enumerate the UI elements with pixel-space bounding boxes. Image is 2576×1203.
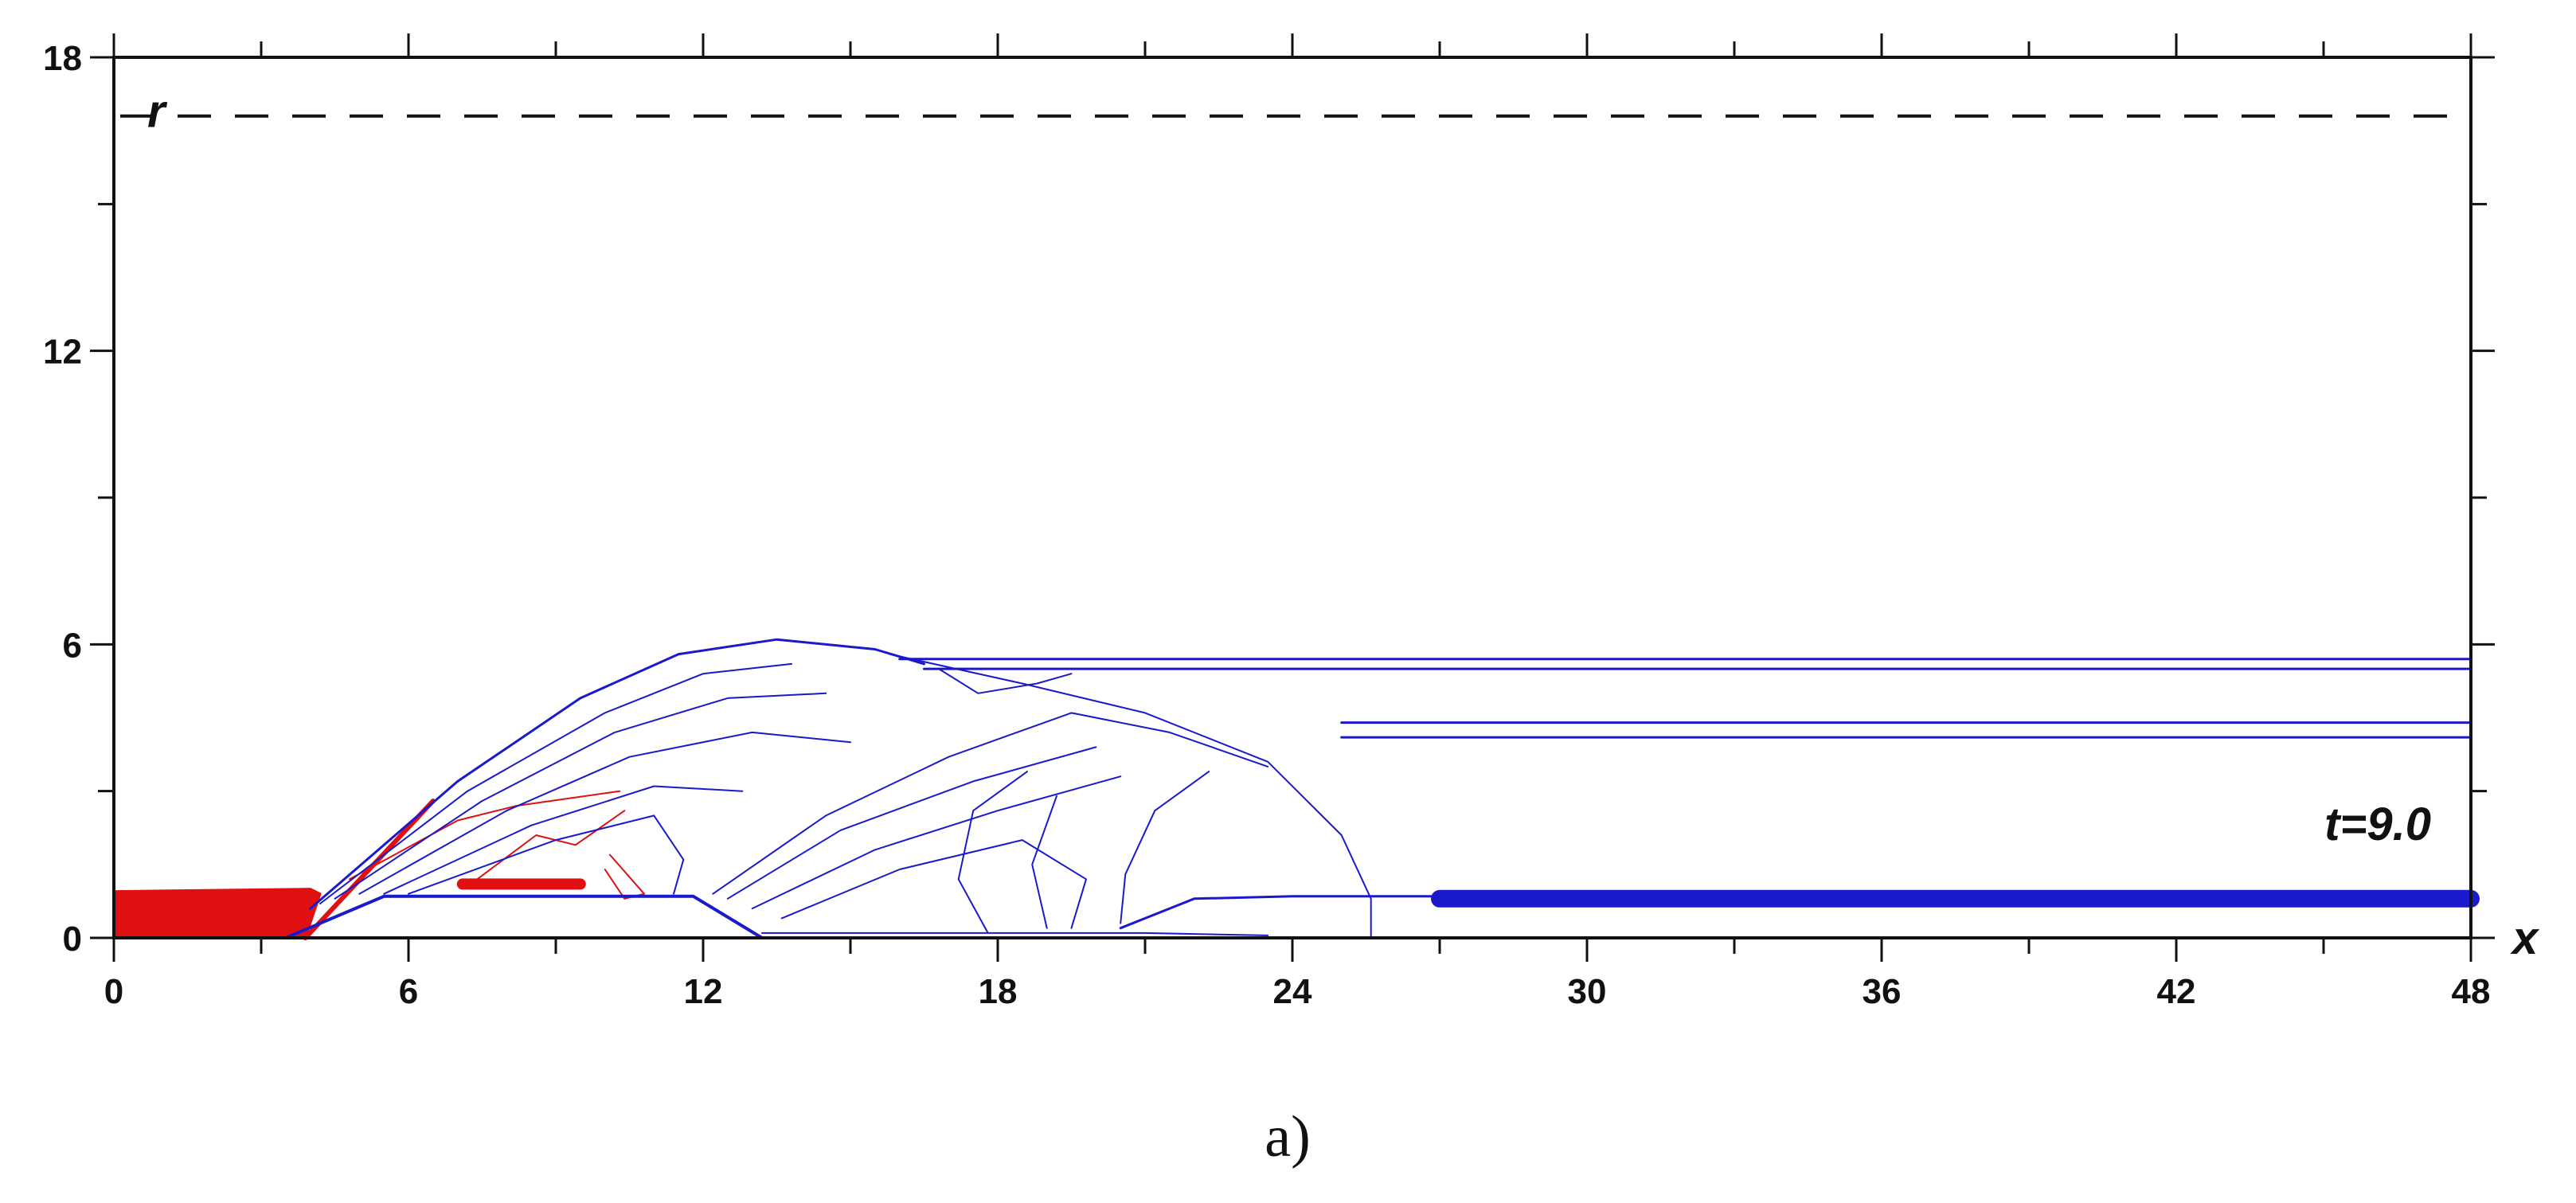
contour-stem-2 (1031, 795, 1057, 929)
x-tick-label: 36 (1863, 972, 1902, 1011)
plot-frame (112, 56, 2472, 939)
contour-fan-5 (408, 814, 685, 895)
y-tick-label: 12 (43, 333, 82, 372)
cool-contours (283, 638, 2480, 939)
contour-jet-core (112, 888, 322, 939)
axis-ticks (90, 33, 2495, 962)
y-tick-label: 6 (63, 626, 82, 665)
contour-fan-1 (319, 662, 792, 904)
contour-bubble (889, 653, 1372, 939)
x-tick-label: 30 (1568, 972, 1607, 1011)
contour-fan-2 (334, 692, 827, 900)
x-tick-label: 6 (399, 972, 418, 1011)
contour-v-notch (938, 668, 1073, 694)
tick-labels: 0 6 12 18 24 30 36 42 48 0 6 12 18 (43, 39, 2490, 1011)
contour-floor (761, 932, 1269, 936)
time-annotation: t=9.0 (2324, 799, 2431, 850)
contour-inner-2 (476, 810, 626, 881)
contour-fan-4 (383, 785, 744, 895)
contour-nozzle-edge (283, 894, 764, 939)
contour-stem-1 (957, 771, 1028, 934)
contour-mid-fan-1 (726, 746, 1097, 900)
y-tick-label: 0 (63, 920, 82, 959)
contour-loop (604, 853, 645, 900)
contour-mid-shock (712, 712, 1269, 895)
x-tick-label: 24 (1273, 972, 1312, 1011)
x-tick-label: 18 (979, 972, 1018, 1011)
x-tick-label: 12 (684, 972, 723, 1011)
x-tick-label: 0 (104, 972, 123, 1011)
hot-contours (112, 790, 645, 940)
contour-shock-outer (309, 638, 925, 910)
y-axis-label: r (147, 86, 168, 138)
x-tick-label: 42 (2157, 972, 2196, 1011)
x-axis-label: x (2510, 912, 2540, 964)
contour-stem-3 (1120, 771, 1210, 924)
contour-inner-1 (349, 790, 621, 881)
y-tick-label: 18 (43, 39, 82, 78)
contour-mid-fan-2 (751, 775, 1122, 910)
contour-mid-fan-3 (780, 839, 1087, 929)
figure-caption: a) (1265, 1104, 1311, 1170)
x-tick-label: 48 (2452, 972, 2491, 1011)
contour-fan-3 (358, 731, 851, 895)
